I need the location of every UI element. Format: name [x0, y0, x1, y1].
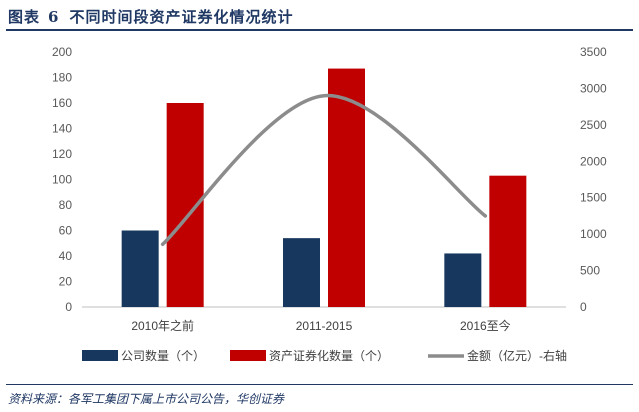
y-left-tick-label: 200: [52, 45, 72, 59]
y-left-tick-label: 60: [59, 224, 73, 238]
legend-amount-label: 金额（亿元）-右轴: [467, 348, 567, 363]
x-tick-label: 2010年之前: [131, 318, 194, 333]
y-left-tick-label: 20: [59, 275, 73, 289]
title-rule: [6, 29, 633, 31]
legend-company-count-swatch: [82, 350, 118, 361]
y-right-tick-label: 3000: [580, 81, 607, 95]
y-left-tick-label: 40: [59, 249, 73, 263]
y-right-tick-label: 1000: [580, 227, 607, 241]
y-left-tick-label: 100: [52, 173, 72, 187]
figure-number: 6: [48, 8, 60, 26]
y-right-tick-label: 2000: [580, 154, 607, 168]
x-tick-label: 2016至今: [460, 318, 511, 333]
y-right-tick-label: 0: [580, 300, 587, 314]
figure-title: 不同时间段资产证券化情况统计: [69, 8, 294, 26]
bar-company-count: [444, 253, 482, 307]
y-right-tick-label: 2500: [580, 118, 607, 132]
bar-company-count: [283, 238, 320, 307]
y-right-tick-label: 500: [580, 264, 600, 278]
y-left-tick-label: 180: [52, 71, 72, 85]
y-left-tick-label: 140: [52, 122, 72, 136]
figure-label: 图表: [8, 8, 41, 26]
legend-securitization-count-label: 资产证券化数量（个）: [269, 348, 389, 363]
bar-securitization-count: [489, 175, 527, 307]
y-left-tick-label: 80: [59, 198, 73, 212]
y-right-tick-label: 1500: [580, 191, 607, 205]
x-tick-label: 2011-2015: [296, 319, 353, 333]
line-amount-series: [160, 93, 488, 247]
source-rule: [6, 384, 633, 385]
bar-company-count: [121, 230, 159, 307]
bar-securitization-count: [328, 68, 365, 307]
legend-securitization-count-swatch: [230, 350, 266, 361]
source-note: 资料来源：各军工集团下属上市公司公告，华创证券: [8, 392, 285, 406]
y-left-tick-label: 120: [52, 147, 72, 161]
y-left-tick-label: 0: [65, 300, 72, 314]
y-left-tick-label: 160: [52, 96, 72, 110]
chart-title: 图表 6 不同时间段资产证券化情况统计: [8, 6, 293, 27]
y-right-tick-label: 3500: [580, 45, 607, 59]
legend-company-count-label: 公司数量（个）: [121, 348, 205, 363]
